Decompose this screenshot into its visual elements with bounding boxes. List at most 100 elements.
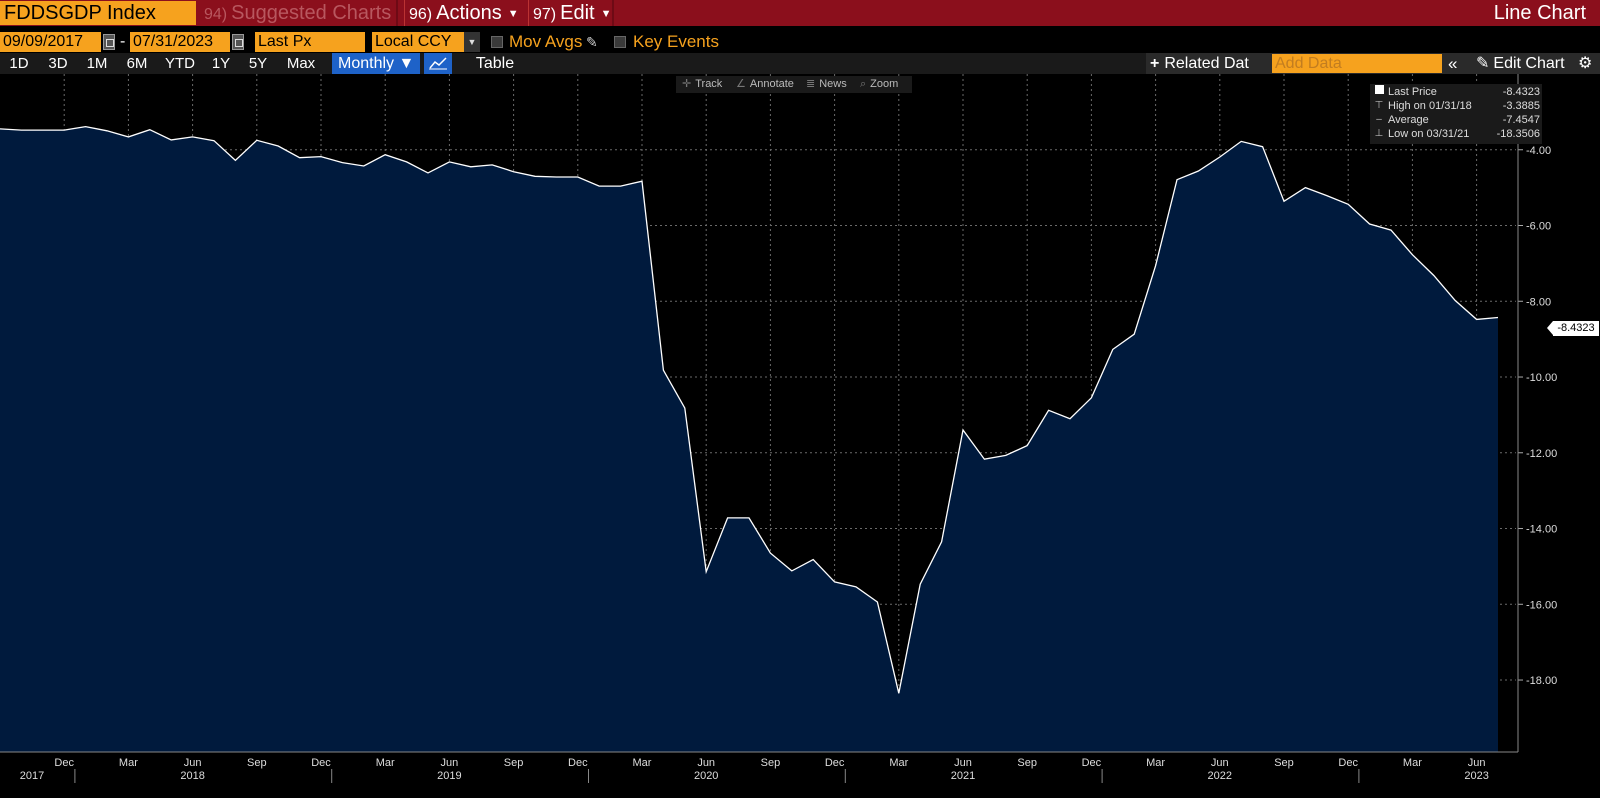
series-color-swatch xyxy=(1374,85,1384,99)
mov-avgs-checkbox[interactable] xyxy=(491,36,503,48)
chart-type-title: Line Chart xyxy=(1493,2,1586,24)
x-tick-label: Dec xyxy=(825,757,845,769)
legend: Last Price -8.4323 ⊤ High on 01/31/18 -3… xyxy=(1370,84,1542,144)
y-tick-label: -18.00 xyxy=(1526,675,1557,687)
edit-number: 97) xyxy=(533,6,557,23)
pencil-icon[interactable]: ✎ xyxy=(586,34,598,50)
legend-label: Average xyxy=(1388,114,1429,126)
line-chart-icon[interactable] xyxy=(424,53,452,74)
legend-label: Last Price xyxy=(1388,86,1437,98)
news-icon: ≣ xyxy=(806,78,816,90)
chevron-down-icon: ▼ xyxy=(507,8,519,20)
price-field-select[interactable]: Last Px xyxy=(255,32,365,52)
currency-select[interactable]: Local CCY xyxy=(372,32,464,52)
end-date-field[interactable]: 07/31/2023 xyxy=(130,32,230,52)
edit-chart-button[interactable]: ✎ Edit Chart xyxy=(1476,53,1565,74)
annotate-tool[interactable]: ∠ Annotate xyxy=(736,76,794,93)
key-events-checkbox[interactable] xyxy=(614,36,626,48)
x-tick-label: Jun xyxy=(1211,757,1229,769)
suggested-charts-button[interactable]: 94) Suggested Charts xyxy=(204,0,391,26)
period-3d[interactable]: 3D xyxy=(48,55,68,72)
y-tick-label: -4.00 xyxy=(1526,145,1551,157)
x-tick-label: Mar xyxy=(1403,757,1422,769)
key-events-label: Key Events xyxy=(633,32,719,51)
x-tick-label: Dec xyxy=(568,757,588,769)
options-bar: 09/09/2017 - 07/31/2023 Last Px Local CC… xyxy=(0,32,1600,54)
x-tick-label: Mar xyxy=(889,757,908,769)
actions-menu-button[interactable]: 96) Actions ▼ xyxy=(404,0,524,26)
chevron-down-icon: ▼ xyxy=(600,8,612,20)
x-year-label: 2020 xyxy=(694,770,718,782)
period-1m[interactable]: 1M xyxy=(86,55,108,72)
x-year-label: 2017 xyxy=(20,770,44,782)
calendar-icon[interactable] xyxy=(103,34,115,50)
legend-value: -18.3506 xyxy=(1496,128,1540,140)
legend-value: -8.4323 xyxy=(1502,86,1540,98)
suggested-number: 94) xyxy=(204,6,228,23)
edit-label: Edit xyxy=(560,2,595,24)
annotate-label: Annotate xyxy=(749,78,794,90)
header-bar: FDDSGDP Index 94) Suggested Charts 96) Act… xyxy=(0,0,1600,26)
ticker-field[interactable]: FDDSGDP Index xyxy=(0,1,196,25)
legend-label: High on 01/31/18 xyxy=(1388,100,1472,112)
period-bar: 1D 3D 1M 6M YTD 1Y 5Y Max Monthly ▼ Tabl… xyxy=(0,53,1600,74)
header-divider xyxy=(612,0,614,26)
x-year-label: 2022 xyxy=(1208,770,1232,782)
y-tick-label: -10.00 xyxy=(1526,372,1557,384)
legend-high: ⊤ High on 01/31/18 -3.3885 xyxy=(1370,99,1542,113)
series-area-fill xyxy=(0,126,1498,753)
collapse-icon[interactable]: « xyxy=(1448,54,1458,73)
news-tool[interactable]: ≣ News xyxy=(806,76,847,93)
related-data-label: Related Dat xyxy=(1164,55,1249,72)
series-line xyxy=(0,125,1499,694)
x-tick-label: Mar xyxy=(633,757,652,769)
annotate-icon: ∠ xyxy=(736,78,746,90)
y-tick-label: -8.00 xyxy=(1526,296,1551,308)
y-tick-label: -14.00 xyxy=(1526,524,1557,536)
pencil-icon: ✎ xyxy=(1476,55,1490,72)
frequency-dropdown[interactable]: Monthly ▼ xyxy=(332,53,420,74)
related-data-button[interactable]: + Related Dat xyxy=(1150,53,1249,74)
period-1y[interactable]: 1Y xyxy=(211,55,231,72)
track-tool[interactable]: ✛ Track xyxy=(682,76,722,93)
zoom-tool[interactable]: ⌕ Zoom xyxy=(860,76,898,93)
gear-icon[interactable]: ⚙ xyxy=(1578,55,1593,72)
x-tick-label: Jun xyxy=(1468,757,1486,769)
plus-icon: + xyxy=(1150,55,1160,72)
period-1d[interactable]: 1D xyxy=(9,55,29,72)
x-year-label: 2023 xyxy=(1464,770,1488,782)
edit-chart-label: Edit Chart xyxy=(1493,55,1565,72)
x-tick-label: Dec xyxy=(311,757,331,769)
line-chart[interactable]: -4.00 -6.00 -8.00 -10.00 -12.00 -14.00 -16.00 -… xyxy=(0,74,1600,798)
x-tick-label: Jun xyxy=(954,757,972,769)
x-year-label: 2021 xyxy=(951,770,975,782)
high-marker-icon: ⊤ xyxy=(1374,100,1384,111)
zoom-label: Zoom xyxy=(870,78,899,90)
x-tick-label: Dec xyxy=(1338,757,1358,769)
edit-menu-button[interactable]: 97) Edit ▼ xyxy=(528,0,618,26)
legend-average: – Average -7.4547 xyxy=(1370,113,1542,127)
right-controls: +Related Dat « ✎Edit Chart ⚙ xyxy=(1146,53,1600,74)
period-ytd[interactable]: YTD xyxy=(165,55,195,72)
period-5y[interactable]: 5Y xyxy=(248,55,268,72)
mov-avgs-label: Mov Avgs xyxy=(509,32,583,51)
x-tick-label: Mar xyxy=(119,757,138,769)
period-max[interactable]: Max xyxy=(286,55,316,72)
table-view-button[interactable]: Table xyxy=(475,55,515,72)
x-tick-label: Dec xyxy=(54,757,74,769)
low-marker-icon: ⊥ xyxy=(1374,128,1384,139)
series-area xyxy=(0,125,1499,753)
legend-last-price[interactable]: Last Price -8.4323 xyxy=(1370,85,1542,99)
x-tick-label: Dec xyxy=(1082,757,1102,769)
x-tick-label: Jun xyxy=(697,757,715,769)
start-date-field[interactable]: 09/09/2017 xyxy=(0,32,101,52)
legend-value: -3.3885 xyxy=(1502,100,1540,112)
actions-number: 96) xyxy=(409,6,433,23)
x-tick-label: Jun xyxy=(184,757,202,769)
x-axis: Dec Mar Jun Sep Dec Mar Jun Sep Dec Mar Jun Sep Dec M… xyxy=(0,751,1518,783)
period-6m[interactable]: 6M xyxy=(126,55,148,72)
chevron-down-icon[interactable]: ▼ xyxy=(464,32,480,52)
add-data-input[interactable] xyxy=(1272,54,1442,73)
calendar-icon[interactable] xyxy=(232,34,244,50)
date-range-dash: - xyxy=(120,33,126,50)
